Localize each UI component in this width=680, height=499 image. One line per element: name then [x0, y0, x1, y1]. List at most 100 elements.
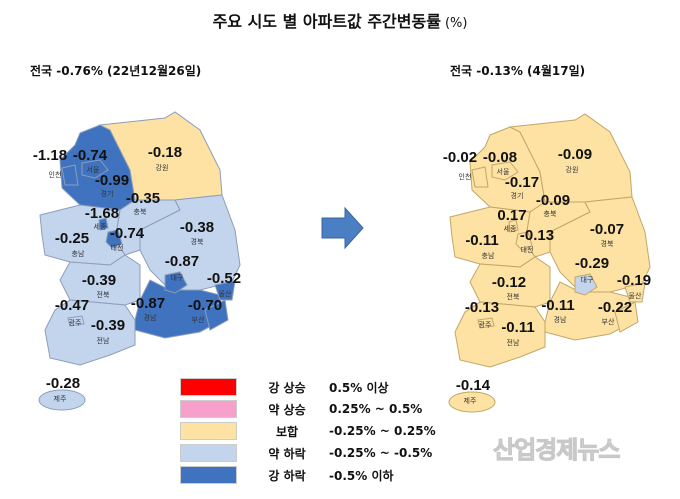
region-value-gyeongbuk: -0.07 — [590, 221, 624, 238]
region-value-gyeonggi: -0.17 — [505, 174, 539, 191]
region-name-sejong: 세종 — [504, 224, 517, 233]
legend-label: 보합 — [275, 424, 299, 439]
region-gwangju — [67, 315, 85, 327]
region-name-gangwon: 강원 — [566, 165, 579, 174]
region-name-gyeonggi: 경기 — [101, 189, 114, 198]
region-seoul — [81, 159, 109, 179]
region-value-incheon: -1.18 — [33, 147, 67, 164]
region-name-busan: 부산 — [192, 315, 205, 324]
title-text: 주요 시도 별 아파트값 주간변동률 — [212, 12, 441, 31]
region-name-gangwon: 강원 — [156, 163, 169, 172]
left-map-subtitle: 전국 -0.76% (22년12월26일) — [30, 64, 202, 78]
region-jeonnam — [454, 301, 546, 368]
watermark: 산업경제뉴스 — [492, 436, 620, 465]
region-value-chungbuk: -0.35 — [126, 190, 160, 207]
region-name-seoul: 서울 — [497, 167, 510, 176]
region-name-gyeonggi: 경기 — [511, 191, 524, 200]
region-value-busan: -0.70 — [188, 297, 222, 314]
region-sejong — [98, 217, 109, 231]
region-name-daejeon: 대전 — [111, 243, 124, 252]
region-name-chungbuk: 충북 — [134, 207, 147, 216]
region-value-jeonnam: -0.39 — [91, 317, 125, 334]
region-value-jeonnam: -0.11 — [501, 319, 534, 336]
region-seoul — [491, 161, 519, 181]
region-sejong — [508, 219, 519, 233]
region-ulsan — [214, 280, 236, 301]
legend-range: 0.25% ~ 0.5% — [329, 402, 423, 416]
legend-swatch — [180, 400, 237, 418]
region-value-sejong: 0.17 — [497, 207, 526, 224]
region-value-daegu: -0.29 — [575, 255, 609, 272]
region-name-gyeongnam: 경남 — [144, 313, 157, 322]
legend-label: 약 상승 — [268, 402, 306, 417]
region-name-gyeongbuk: 경북 — [191, 237, 204, 246]
region-daegu — [164, 271, 188, 294]
right-arrow-icon — [321, 206, 364, 250]
region-name-daegu: 대구 — [171, 274, 184, 282]
region-name-jeonbuk: 전북 — [507, 292, 520, 301]
region-incheon — [61, 164, 79, 186]
region-name-incheon: 인천 — [459, 172, 472, 181]
region-busan — [204, 299, 229, 331]
region-incheon — [471, 166, 489, 188]
region-name-busan: 부산 — [602, 317, 615, 326]
region-name-gwangju: 광주 — [69, 319, 82, 327]
region-value-jeju: -0.28 — [46, 375, 80, 392]
region-value-ulsan: -0.52 — [207, 270, 241, 287]
region-busan — [614, 301, 639, 333]
legend-item-weak_down: 약 하락 -0.25% ~ -0.5% — [180, 444, 432, 462]
legend-item-flat: 보합 -0.25% ~ 0.25% — [180, 422, 436, 440]
region-name-jeonbuk: 전북 — [97, 290, 110, 299]
region-value-jeonbuk: -0.12 — [492, 274, 526, 291]
region-jeju — [38, 389, 86, 411]
legend-swatch — [180, 466, 237, 484]
region-value-gyeongbuk: -0.38 — [180, 219, 214, 236]
page-title: 주요 시도 별 아파트값 주간변동률 (%) — [0, 8, 680, 32]
region-value-daejeon: -0.13 — [520, 227, 554, 244]
title-unit: (%) — [444, 16, 468, 31]
region-name-daejeon: 대전 — [521, 245, 534, 254]
region-name-jeonnam: 전남 — [507, 338, 520, 347]
region-value-gwangju: -0.13 — [465, 299, 499, 316]
region-value-chungnam: -0.25 — [55, 230, 89, 247]
region-value-daegu: -0.87 — [165, 253, 199, 270]
region-name-seoul: 서울 — [87, 165, 100, 174]
region-name-gwangju: 광주 — [479, 321, 492, 329]
region-name-ulsan: 울산 — [219, 289, 232, 298]
region-value-gyeonggi: -0.99 — [95, 172, 129, 189]
region-gwangju — [477, 317, 495, 329]
region-name-chungnam: 충남 — [482, 251, 495, 260]
legend-swatch — [180, 378, 237, 396]
region-name-chungbuk: 충북 — [544, 209, 557, 218]
region-value-seoul: -0.08 — [483, 149, 517, 166]
region-name-ulsan: 울산 — [629, 291, 642, 300]
region-value-ulsan: -0.19 — [617, 272, 651, 289]
region-name-jeju: 제주 — [464, 397, 477, 405]
legend-item-strong_down: 강 하락 -0.5% 이하 — [180, 466, 394, 484]
legend-label: 강 하락 — [268, 468, 306, 483]
region-value-jeju: -0.14 — [456, 377, 491, 394]
region-value-gwangju: -0.47 — [55, 297, 89, 314]
region-name-gyeongbuk: 경북 — [601, 239, 614, 248]
region-name-incheon: 인천 — [49, 170, 62, 179]
region-jeonnam — [44, 299, 136, 366]
right-map: -0.17경기-0.09강원-0.09충북-0.11충남-0.07경북-0.12… — [443, 113, 651, 413]
legend-label: 강 상승 — [268, 380, 306, 395]
region-value-sejong: -1.68 — [85, 205, 119, 222]
region-name-gyeongnam: 경남 — [554, 315, 567, 324]
region-name-daegu: 대구 — [581, 276, 594, 284]
region-value-daejeon: -0.74 — [110, 225, 145, 242]
legend-range: -0.25% ~ 0.25% — [329, 424, 436, 438]
region-ulsan — [624, 282, 646, 303]
region-value-gyeongnam: -0.87 — [131, 295, 165, 312]
region-name-jeonnam: 전남 — [97, 336, 110, 345]
region-daejeon — [105, 229, 123, 249]
legend-item-weak_up: 약 상승 0.25% ~ 0.5% — [180, 400, 422, 418]
right-map-subtitle: 전국 -0.13% (4월17일) — [450, 64, 586, 78]
legend-range: 0.5% 이상 — [329, 380, 389, 395]
region-value-gangwon: -0.18 — [148, 144, 182, 161]
region-value-gangwon: -0.09 — [558, 146, 592, 163]
region-daegu — [574, 273, 598, 296]
